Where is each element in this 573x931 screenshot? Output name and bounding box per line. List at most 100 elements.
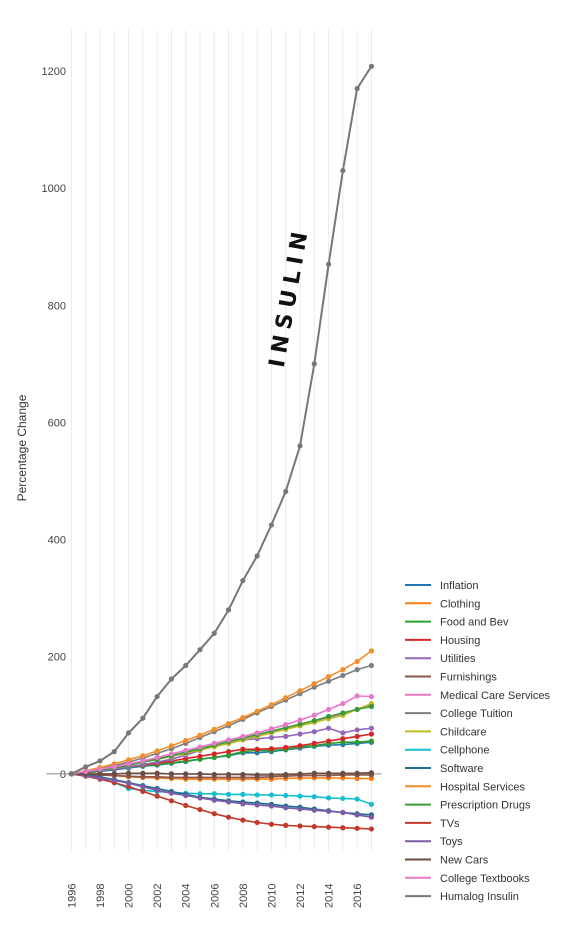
data-point <box>340 770 346 776</box>
data-point <box>325 808 332 814</box>
data-point <box>225 799 232 805</box>
data-point <box>325 824 332 830</box>
series-line <box>71 771 372 776</box>
x-tick-label: 2000 <box>124 884 136 908</box>
data-point <box>325 261 332 267</box>
data-point <box>125 780 132 786</box>
x-tick-label: 2008 <box>238 884 250 908</box>
data-point <box>183 747 189 754</box>
insulin-annotation: INSULIN <box>265 224 314 369</box>
y-axis-label: Percentage Change <box>15 394 29 501</box>
data-point <box>111 764 117 770</box>
data-point <box>283 744 289 751</box>
series-line <box>71 664 372 775</box>
legend-label: Housing <box>440 635 480 647</box>
data-point <box>368 770 375 776</box>
legend-label: Clothing <box>440 598 480 610</box>
data-point <box>140 784 146 790</box>
data-point <box>354 770 360 776</box>
data-point <box>183 771 189 777</box>
data-point <box>283 722 289 728</box>
data-point <box>254 730 260 736</box>
data-point <box>340 795 346 802</box>
data-point <box>354 739 360 745</box>
data-point <box>340 700 346 707</box>
data-point <box>354 727 360 733</box>
data-point <box>311 794 317 800</box>
x-axis-ticks: 1996 1998 2000 2002 2004 2006 2008 2010 2012 2014… <box>66 884 364 908</box>
series-line <box>71 773 372 779</box>
data-point <box>354 658 360 665</box>
data-point <box>340 809 346 816</box>
data-point <box>125 730 132 736</box>
data-point <box>325 706 332 713</box>
data-point <box>283 733 289 739</box>
data-point <box>211 726 217 732</box>
data-point <box>368 703 375 710</box>
y-tick-label: 1200 <box>42 66 66 78</box>
data-point <box>354 796 360 802</box>
data-point <box>211 797 217 803</box>
series-line <box>71 773 372 806</box>
data-point <box>211 811 217 817</box>
data-point <box>154 693 160 700</box>
y-tick-label: 600 <box>48 417 66 429</box>
data-point <box>154 793 160 799</box>
data-point <box>368 801 375 807</box>
series-humalog-insulin <box>68 63 375 777</box>
data-point <box>197 806 203 813</box>
data-point <box>254 802 260 808</box>
data-point <box>97 758 103 764</box>
data-point <box>211 751 217 757</box>
data-point <box>297 771 303 777</box>
data-point <box>168 790 175 796</box>
data-point <box>240 771 246 778</box>
data-point <box>354 812 360 818</box>
data-point <box>297 731 303 737</box>
data-point <box>97 771 103 777</box>
data-point <box>297 688 303 694</box>
data-point <box>297 717 303 723</box>
data-point <box>254 553 260 559</box>
data-point <box>140 753 146 759</box>
data-point <box>297 823 303 829</box>
data-point <box>354 667 360 673</box>
legend-label: College Tuition <box>440 708 513 720</box>
data-point <box>168 771 175 777</box>
data-point <box>68 771 75 777</box>
legend-label: Hospital Services <box>440 781 525 793</box>
x-tick-label: 1996 <box>66 884 78 908</box>
series-lines <box>68 63 375 832</box>
series-toys <box>68 771 375 820</box>
data-point <box>83 768 89 775</box>
legend-label: Toys <box>440 836 463 848</box>
legend-label: TVs <box>440 818 460 830</box>
data-point <box>311 807 317 813</box>
data-point <box>368 662 375 669</box>
y-axis-ticks: 0 200 400 600 800 1000 1200 <box>42 66 66 781</box>
legend-label: Childcare <box>440 726 486 738</box>
data-point <box>240 791 246 797</box>
data-point <box>325 738 332 744</box>
legend: Inflation Clothing Food and Bev Housing Util… <box>405 580 551 903</box>
data-point <box>211 791 217 797</box>
data-point <box>111 771 117 777</box>
x-tick-label: 2006 <box>209 884 221 908</box>
data-point <box>297 743 303 749</box>
data-point <box>283 488 289 495</box>
data-point <box>240 801 246 807</box>
data-point <box>368 63 375 69</box>
data-point <box>154 770 160 776</box>
data-point <box>240 817 246 823</box>
data-point <box>268 734 275 741</box>
data-point <box>211 740 217 747</box>
x-tick-label: 2012 <box>295 884 307 908</box>
data-point <box>225 720 232 727</box>
data-point <box>311 681 317 687</box>
legend-label: Furnishings <box>440 672 497 684</box>
data-point <box>125 761 132 767</box>
data-point <box>225 814 232 820</box>
data-point <box>283 822 289 829</box>
x-tick-label: 1998 <box>95 884 107 908</box>
